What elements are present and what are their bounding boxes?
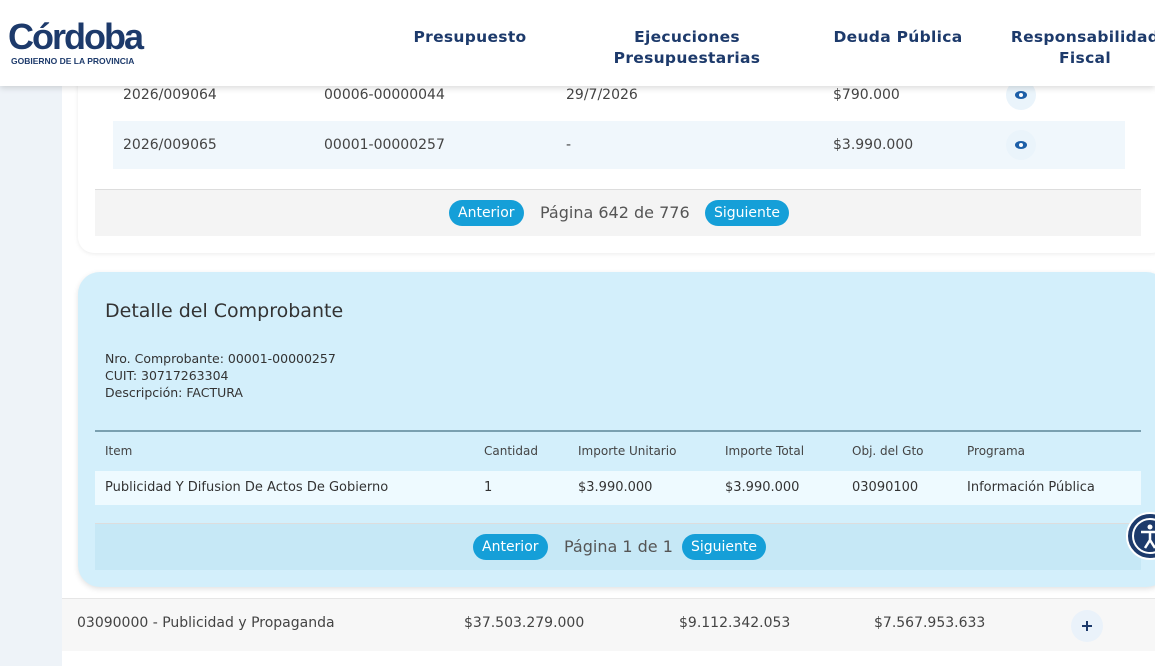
table-cell: 00006-00000044 — [324, 87, 445, 103]
table-cell: 29/7/2026 — [566, 87, 638, 103]
summary-cell: $9.112.342.053 — [679, 615, 791, 631]
detail-cell: 1 — [484, 480, 493, 495]
next-button[interactable]: Siguiente — [705, 200, 790, 226]
detail-cell: $3.990.000 — [725, 480, 800, 495]
detail-table-row: Publicidad Y Difusion De Actos De Gobier… — [95, 471, 1141, 505]
table-cell: $3.990.000 — [833, 137, 914, 153]
table-cell: 2026/009064 — [123, 87, 217, 103]
detail-cell: Información Pública — [967, 480, 1095, 495]
summary-cell: $7.567.953.633 — [874, 615, 986, 631]
sidebar — [0, 0, 62, 666]
eye-icon — [1015, 141, 1027, 149]
page-indicator: Página 642 de 776 — [540, 203, 690, 222]
detail-field: Descripción: FACTURA — [105, 385, 243, 400]
column-header: Obj. del Gto — [852, 444, 924, 458]
detail-field: Nro. Comprobante: 00001-00000257 — [105, 351, 336, 366]
accessibility-button[interactable] — [1126, 512, 1155, 560]
column-header: Importe Total — [725, 444, 805, 458]
nav-link[interactable]: Presupuesto — [413, 28, 527, 46]
table-cell: $790.000 — [833, 87, 900, 103]
next-button[interactable]: Siguiente — [682, 534, 767, 560]
column-header: Item — [105, 444, 133, 458]
column-header: Importe Unitario — [578, 444, 677, 458]
nav-link[interactable]: Responsabilidad Fiscal — [1010, 28, 1155, 67]
detail-table-header: Item Cantidad Importe Unitario Importe Tota… — [95, 430, 1141, 472]
table-cell: 00001-00000257 — [324, 137, 445, 153]
detail-card: Detalle del Comprobante Item Cantidad Impo… — [78, 272, 1155, 587]
summary-cell: $37.503.279.000 — [464, 615, 585, 631]
table-cell: 2026/009065 — [123, 137, 217, 153]
header: Córdoba GOBIERNO DE LA PROVINCIA Presupu… — [0, 0, 1155, 86]
column-header: Programa — [967, 444, 1025, 458]
logo-title[interactable]: Córdoba — [8, 16, 144, 57]
pagination: Anterior Página 1 de 1 Siguiente — [95, 523, 1141, 570]
expand-button[interactable] — [1070, 609, 1104, 643]
detail-field: CUIT: 30717263304 — [105, 368, 229, 383]
logo-subtitle: GOBIERNO DE LA PROVINCIA — [11, 56, 135, 66]
nav-link[interactable]: Deuda Pública — [833, 28, 963, 46]
page-indicator: Página 1 de 1 — [564, 537, 673, 556]
previous-button[interactable]: Anterior — [449, 200, 524, 226]
summary-cell: 03090000 - Publicidad y Propaganda — [77, 615, 335, 631]
nav-link[interactable]: Ejecuciones Presupuestarias — [613, 28, 761, 67]
table-cell: - — [566, 137, 572, 153]
column-header: Cantidad — [484, 444, 538, 458]
pagination: Anterior Página 642 de 776 Siguiente — [95, 189, 1141, 236]
summary-row: 03090000 - Publicidad y Propaganda $37.50… — [62, 598, 1155, 651]
detail-cell: $3.990.000 — [578, 480, 653, 495]
detail-cell: 03090100 — [852, 480, 919, 495]
previous-button[interactable]: Anterior — [473, 534, 548, 560]
table-row: 2026/009065 00001-00000257 - $3.990.000 — [113, 121, 1125, 169]
view-button[interactable] — [1006, 130, 1036, 160]
detail-cell: Publicidad Y Difusion De Actos De Gobier… — [105, 480, 389, 495]
detail-title: Detalle del Comprobante — [105, 300, 344, 322]
eye-icon — [1015, 91, 1027, 99]
